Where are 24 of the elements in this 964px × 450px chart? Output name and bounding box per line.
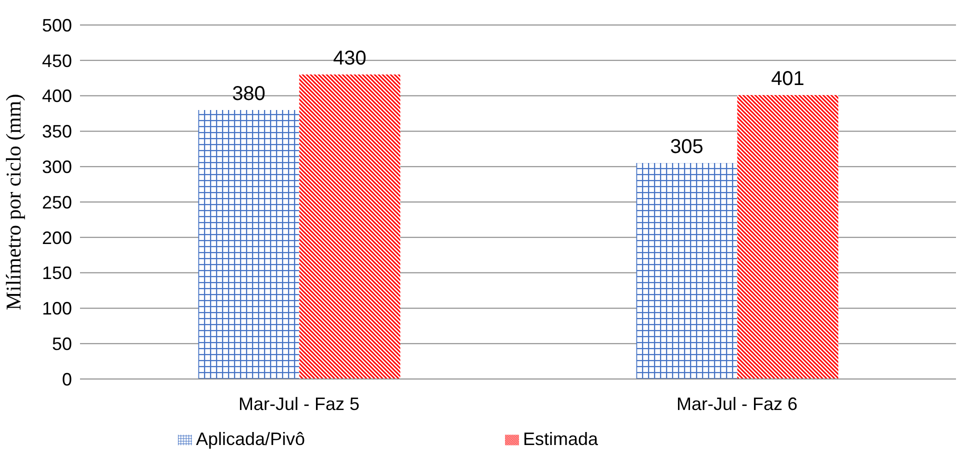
data-label: 401 [771,68,804,90]
y-tick-label: 200 [42,228,72,248]
legend-label: Aplicada/Pivô [196,429,306,449]
bar [737,95,838,379]
y-tick-label: 0 [62,369,72,390]
data-label: 430 [333,48,366,70]
y-tick-label: 400 [42,86,72,106]
y-tick-label: 100 [42,298,72,319]
legend-label: Estimada [523,429,598,449]
y-tick-label: 300 [42,156,72,177]
y-tick-label: 350 [42,122,72,142]
y-tick-label: 150 [42,263,72,284]
y-axis-title: Milímetro por ciclo (mm) [1,94,26,310]
bar [299,74,400,379]
bar [198,110,300,379]
y-tick-label: 500 [42,15,72,36]
y-tick-label: 50 [52,334,72,354]
x-tick-label: Mar-Jul - Faz 5 [238,394,360,414]
data-label: 380 [232,82,266,105]
x-tick-label: Mar-Jul - Faz 6 [676,394,798,414]
bar [636,163,738,379]
data-label: 305 [670,136,704,158]
y-tick-label: 450 [42,50,72,71]
y-tick-label: 250 [42,192,72,212]
